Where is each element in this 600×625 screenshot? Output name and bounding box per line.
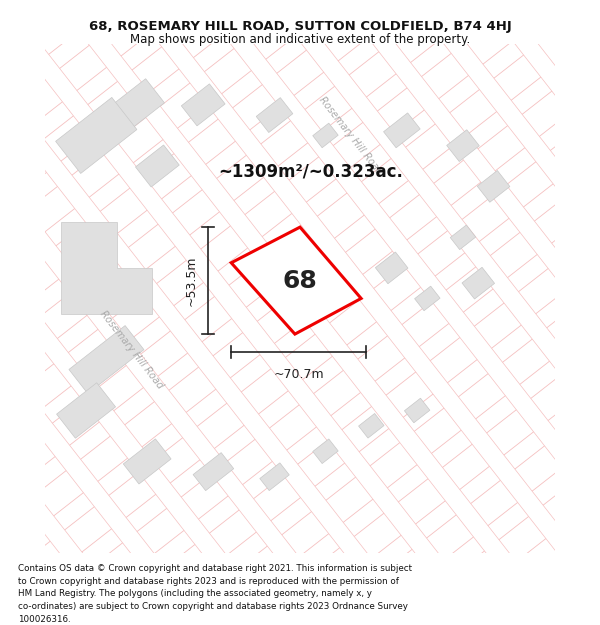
Polygon shape [0,112,210,625]
Text: Contains OS data © Crown copyright and database right 2021. This information is : Contains OS data © Crown copyright and d… [18,564,412,624]
Polygon shape [0,0,477,625]
Polygon shape [0,0,392,598]
Polygon shape [193,452,234,491]
Polygon shape [446,130,479,161]
Polygon shape [0,0,475,625]
Polygon shape [376,252,408,284]
Polygon shape [56,382,116,438]
Polygon shape [0,51,600,625]
Text: Map shows position and indicative extent of the property.: Map shows position and indicative extent… [130,33,470,46]
Text: Rosemary Hill Road: Rosemary Hill Road [98,309,166,390]
Polygon shape [0,0,519,625]
Polygon shape [313,123,338,148]
Polygon shape [260,463,289,491]
Polygon shape [0,268,600,625]
Polygon shape [0,0,562,625]
Text: Rosemary Hill Road: Rosemary Hill Road [317,94,385,176]
Polygon shape [110,79,164,131]
Polygon shape [0,521,600,625]
Polygon shape [0,485,600,625]
Polygon shape [0,42,298,625]
Polygon shape [0,181,122,625]
Polygon shape [404,398,430,422]
Polygon shape [0,412,600,625]
Polygon shape [0,0,505,625]
Polygon shape [477,171,510,202]
Polygon shape [0,0,563,625]
Polygon shape [0,146,166,625]
Polygon shape [136,145,179,187]
Polygon shape [181,84,225,126]
Polygon shape [0,0,421,625]
Text: 68, ROSEMARY HILL ROAD, SUTTON COLDFIELD, B74 4HJ: 68, ROSEMARY HILL ROAD, SUTTON COLDFIELD… [89,20,511,32]
Polygon shape [383,113,420,148]
Polygon shape [0,341,600,625]
Polygon shape [123,439,171,484]
Polygon shape [0,88,600,625]
Polygon shape [0,160,600,625]
Text: ~53.5m: ~53.5m [185,256,198,306]
Polygon shape [462,268,494,299]
Polygon shape [0,0,387,625]
Text: ~1309m²/~0.323ac.: ~1309m²/~0.323ac. [218,162,403,180]
Polygon shape [0,196,600,625]
Polygon shape [0,376,600,625]
Polygon shape [61,222,152,314]
Text: ~70.7m: ~70.7m [274,368,324,381]
Polygon shape [56,98,137,174]
Polygon shape [69,326,144,394]
Polygon shape [0,304,600,625]
Polygon shape [359,414,384,438]
Polygon shape [0,15,600,625]
Polygon shape [313,439,338,464]
Polygon shape [450,225,476,249]
Polygon shape [0,77,254,625]
Polygon shape [0,124,600,625]
Polygon shape [0,0,449,625]
Polygon shape [0,0,431,625]
Polygon shape [0,215,77,625]
Polygon shape [0,0,534,625]
Polygon shape [0,8,343,625]
Polygon shape [256,98,293,132]
Polygon shape [231,227,361,334]
Polygon shape [0,449,600,625]
Text: 68: 68 [283,269,317,292]
Polygon shape [0,232,600,625]
Polygon shape [415,286,440,311]
